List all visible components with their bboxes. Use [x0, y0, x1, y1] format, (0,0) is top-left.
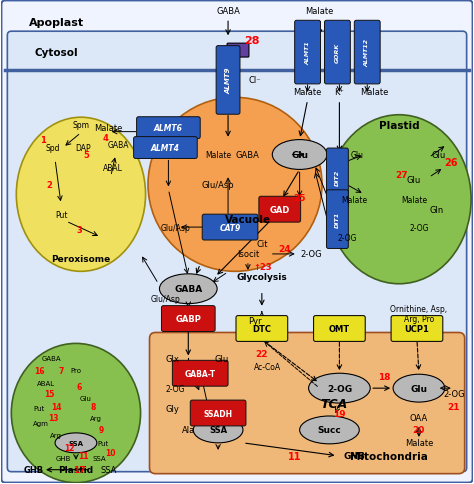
Text: GABP: GABP: [175, 315, 201, 323]
FancyBboxPatch shape: [216, 46, 240, 115]
Text: SSADH: SSADH: [203, 408, 233, 418]
Text: 2-OG: 2-OG: [165, 384, 185, 393]
FancyBboxPatch shape: [295, 21, 320, 85]
Text: Arg, Pro: Arg, Pro: [404, 315, 434, 323]
Text: DIT1: DIT1: [335, 212, 340, 228]
Ellipse shape: [55, 433, 97, 453]
Text: 19: 19: [333, 408, 346, 418]
FancyBboxPatch shape: [354, 21, 380, 85]
Text: 2-OG: 2-OG: [337, 233, 357, 242]
Text: K⁺: K⁺: [334, 88, 345, 97]
FancyBboxPatch shape: [313, 316, 365, 342]
Text: Peroxisome: Peroxisome: [51, 255, 110, 264]
Text: Glx: Glx: [165, 354, 179, 363]
Text: 5: 5: [83, 151, 89, 160]
Text: Plastid: Plastid: [379, 121, 419, 130]
Text: Spm: Spm: [73, 121, 90, 130]
Text: 21: 21: [447, 402, 460, 411]
Text: Gly: Gly: [165, 404, 179, 413]
Text: GABA: GABA: [174, 285, 202, 294]
Text: Mitochondria: Mitochondria: [350, 451, 428, 461]
Text: GABA: GABA: [108, 141, 129, 150]
Text: GABA: GABA: [216, 7, 240, 16]
Text: SSA: SSA: [209, 425, 227, 435]
Text: Cytosol: Cytosol: [34, 48, 78, 58]
FancyBboxPatch shape: [327, 149, 348, 207]
Text: Glu/Asp: Glu/Asp: [161, 223, 190, 232]
Text: SSA: SSA: [68, 440, 83, 446]
Text: 24: 24: [278, 245, 291, 254]
Ellipse shape: [148, 98, 322, 272]
Text: CAT9: CAT9: [219, 223, 241, 232]
Text: 18: 18: [378, 372, 391, 381]
Text: Glu: Glu: [407, 176, 421, 184]
Text: 2-OG: 2-OG: [327, 384, 352, 393]
Text: Glycolysis: Glycolysis: [237, 272, 287, 282]
Text: Put: Put: [34, 405, 45, 411]
Text: Ornithine, Asp,: Ornithine, Asp,: [391, 304, 447, 314]
Text: 2: 2: [46, 181, 52, 189]
Text: Malate: Malate: [95, 124, 123, 133]
Text: 27: 27: [396, 170, 408, 180]
Ellipse shape: [327, 116, 471, 284]
Text: 12: 12: [64, 443, 74, 453]
FancyBboxPatch shape: [190, 400, 246, 426]
FancyBboxPatch shape: [134, 137, 197, 159]
Text: Glu: Glu: [410, 384, 428, 393]
Text: 17: 17: [73, 465, 85, 474]
Text: Ala: Ala: [182, 425, 195, 435]
Text: Malate: Malate: [293, 88, 322, 97]
Text: GAD: GAD: [270, 205, 290, 214]
Text: Malate: Malate: [305, 7, 334, 16]
Text: 14: 14: [51, 402, 61, 411]
Ellipse shape: [193, 417, 243, 443]
Text: 16: 16: [34, 366, 45, 375]
Text: Malate: Malate: [205, 151, 231, 160]
Ellipse shape: [16, 118, 146, 272]
FancyBboxPatch shape: [236, 316, 288, 342]
Text: Isocit: Isocit: [237, 250, 259, 259]
Text: Glu: Glu: [432, 151, 446, 160]
Text: Ac-CoA: Ac-CoA: [254, 362, 282, 371]
Text: Plastid: Plastid: [58, 465, 93, 474]
Ellipse shape: [393, 375, 445, 402]
Text: Apoplast: Apoplast: [28, 18, 83, 28]
Text: DTC: DTC: [252, 324, 271, 333]
Text: 2-OG: 2-OG: [301, 250, 322, 259]
FancyBboxPatch shape: [325, 21, 350, 85]
Ellipse shape: [309, 374, 370, 403]
Text: ALMT12: ALMT12: [365, 39, 370, 67]
Text: Glu/Asp: Glu/Asp: [151, 295, 180, 303]
Text: SSA: SSA: [100, 465, 117, 474]
Text: GHB: GHB: [55, 455, 71, 461]
Text: DAP: DAP: [75, 144, 91, 153]
Text: ALMT6: ALMT6: [154, 124, 183, 133]
Text: 15: 15: [44, 389, 55, 398]
Text: Succ: Succ: [318, 425, 341, 435]
Text: Put: Put: [97, 440, 109, 446]
FancyBboxPatch shape: [202, 215, 258, 241]
Text: ABAL: ABAL: [103, 164, 123, 173]
Text: TCA: TCA: [321, 397, 348, 410]
Text: 8: 8: [90, 402, 96, 411]
FancyBboxPatch shape: [149, 333, 465, 474]
Text: Gln: Gln: [430, 205, 444, 214]
Text: GHB: GHB: [23, 465, 43, 474]
Text: 25: 25: [293, 193, 306, 202]
Text: 26: 26: [444, 158, 457, 168]
Text: 3: 3: [76, 225, 82, 234]
Text: DIT2: DIT2: [335, 170, 340, 186]
Text: OMT: OMT: [329, 324, 350, 333]
Text: 7: 7: [58, 366, 64, 375]
FancyBboxPatch shape: [391, 316, 443, 342]
Text: 11: 11: [288, 451, 301, 461]
Ellipse shape: [272, 140, 327, 170]
FancyBboxPatch shape: [327, 190, 348, 249]
Text: 4: 4: [103, 134, 109, 143]
Text: 1: 1: [40, 136, 46, 145]
FancyBboxPatch shape: [137, 118, 200, 139]
Text: ↑23: ↑23: [254, 263, 272, 272]
Text: Vacuole: Vacuole: [225, 215, 271, 225]
Text: ALMT1: ALMT1: [305, 41, 310, 65]
